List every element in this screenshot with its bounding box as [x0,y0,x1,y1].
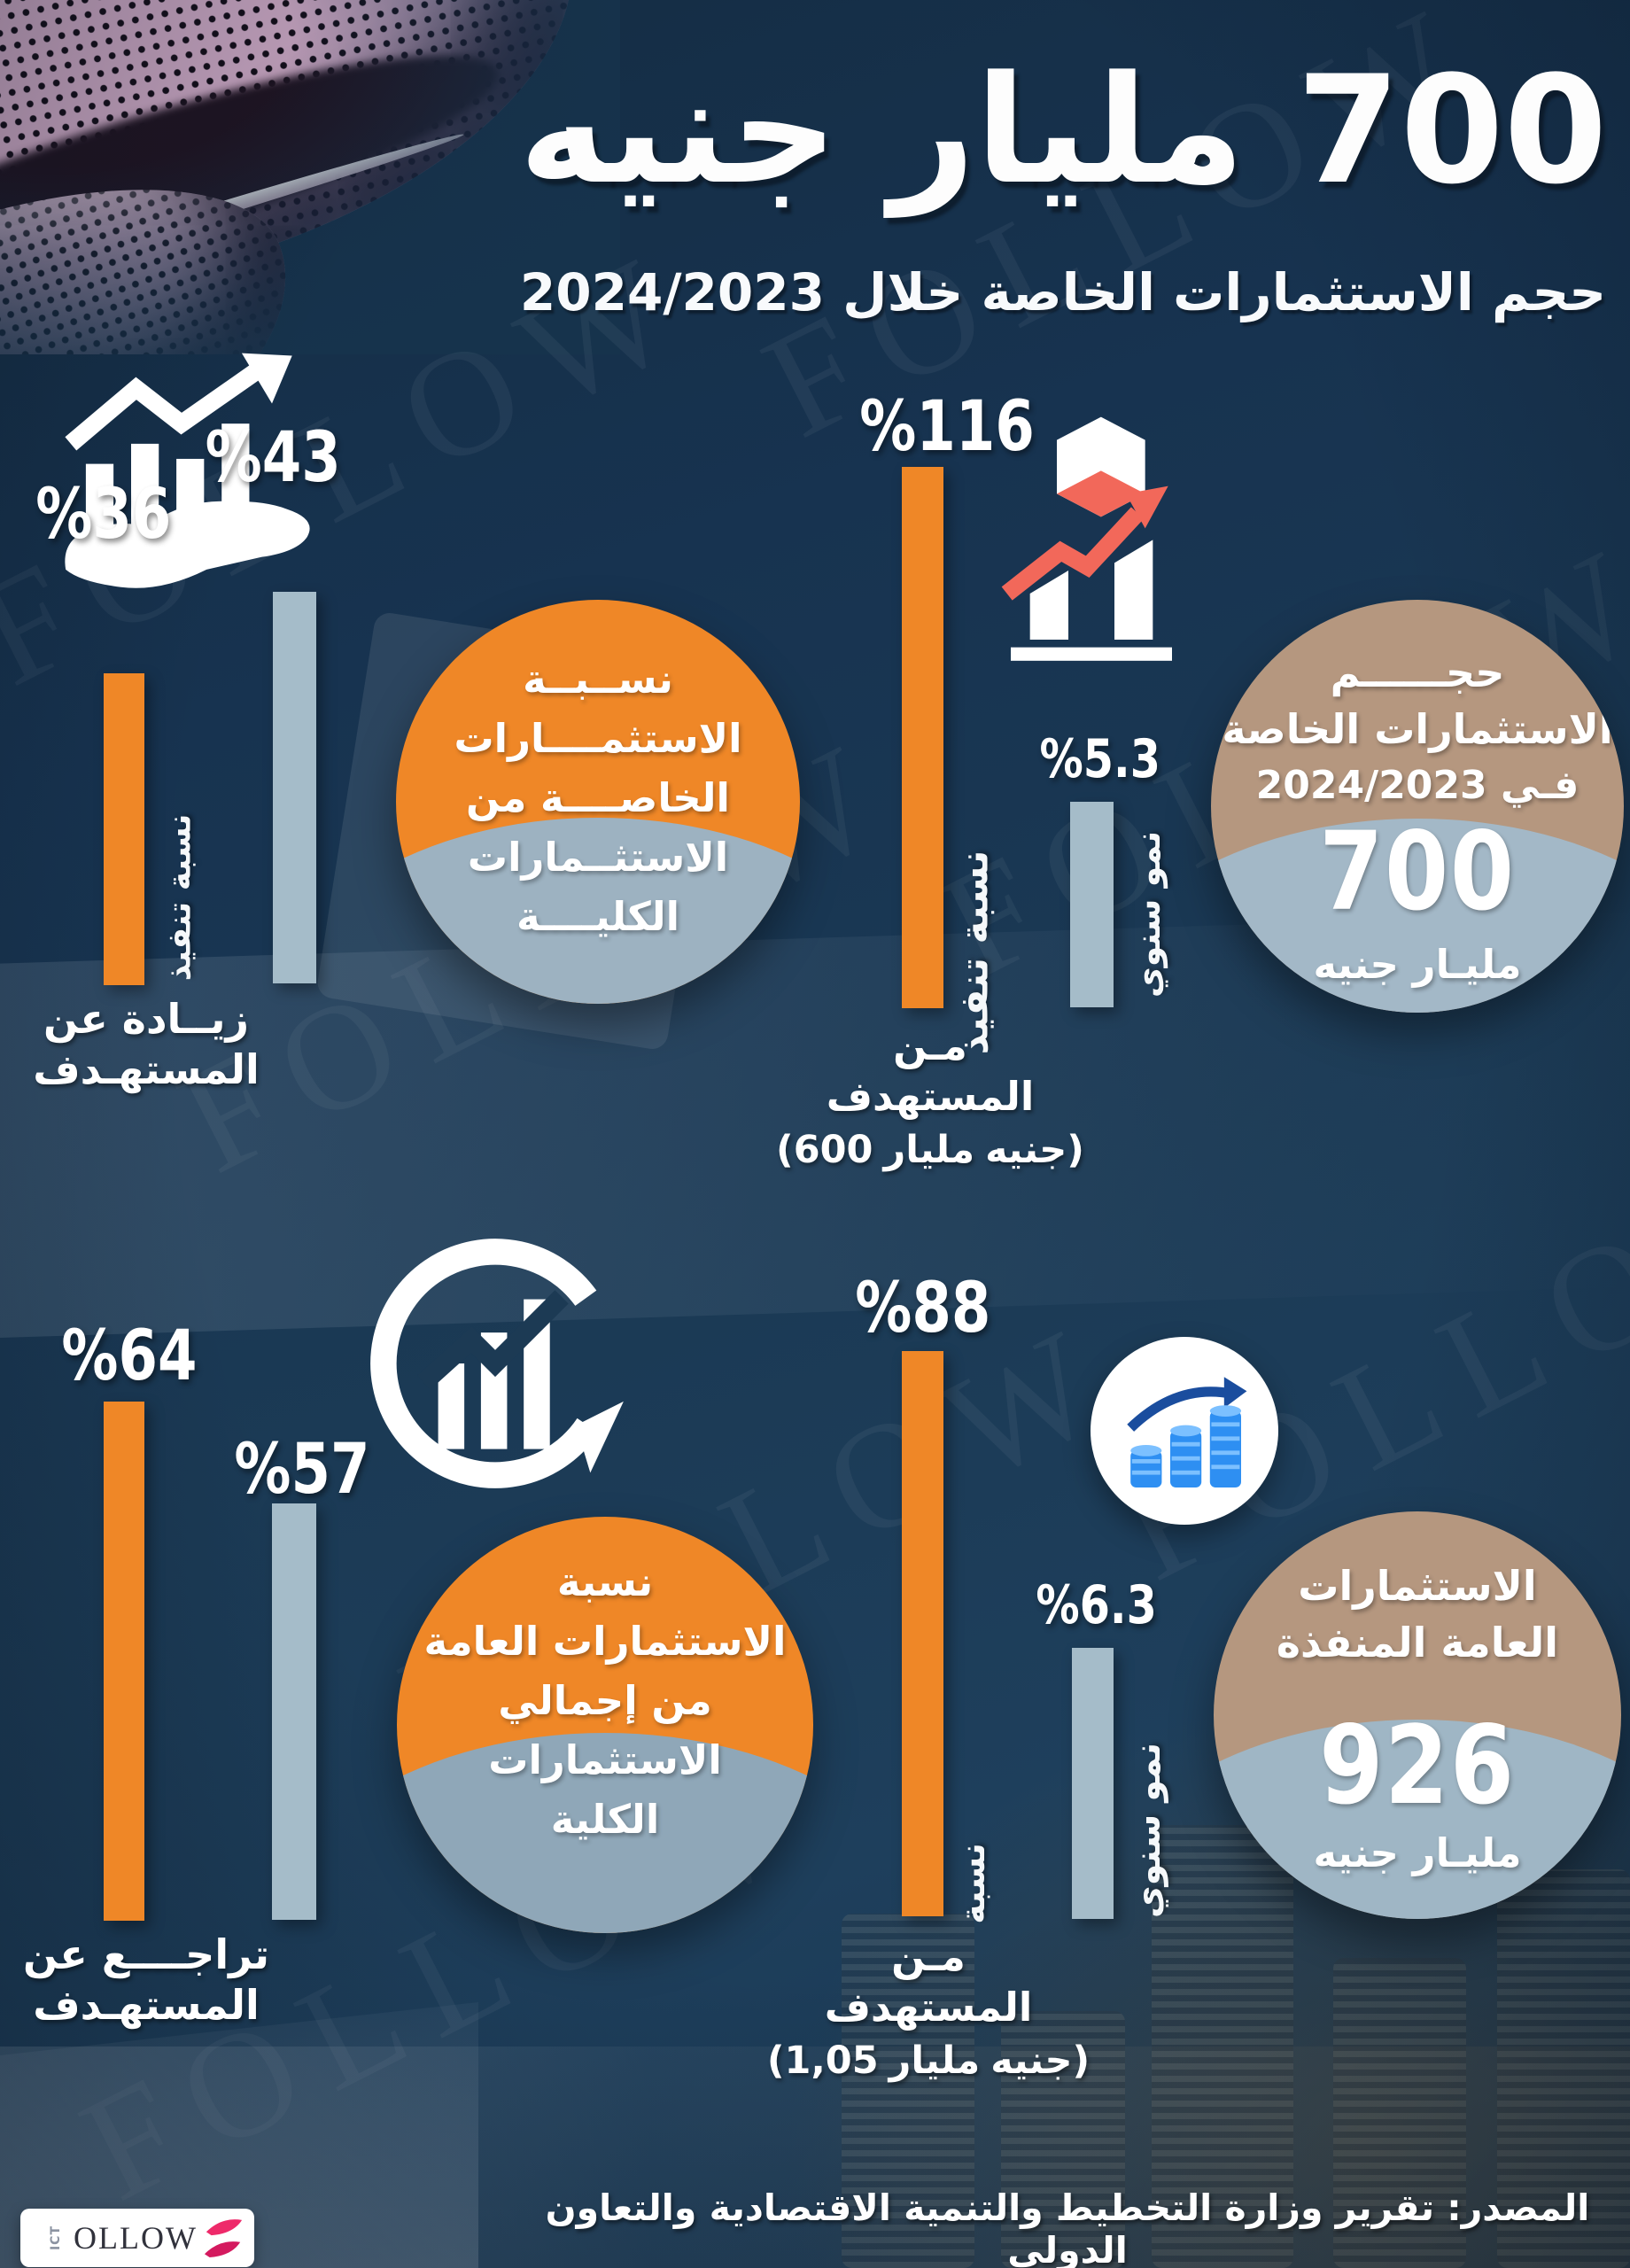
bar-public-57 [272,1503,316,1920]
of-target-600-caption: مـن المستهدف (600 مليار جنيه) [776,1022,1084,1172]
hand-holding-chart-icon [65,353,310,588]
execution-rate-vertical-label: نسبة تنفيذ [951,850,997,1055]
pct-43-label: %43 [205,418,341,498]
circle-private-volume-700: حجــــــم الاستثمارات الخاصة فـي 2024/20… [1211,600,1624,1013]
execution-rate-vertical-label: نسبة تنفيذ [161,813,198,982]
page-title: 700 مليار جنيه [518,43,1608,217]
bar-public-64 [104,1402,144,1921]
microphone-photo [0,0,620,354]
circle-private-share: نســبــة الاستثمــــارات الخاصــــة من ا… [396,600,800,1004]
source-attribution: المصدر: تقرير وزارة التخطيط والتنمية الا… [545,2186,1590,2268]
coin-stack-photo [1497,1869,1630,2268]
bar-annual-growth-5-3 [1070,802,1114,1007]
of-target-1-05-caption: مـن المستهدف (1,05 مليار جنيه) [766,1933,1091,2083]
bar-execution-116 [902,467,943,1008]
cube-growth-chart-icon [1001,416,1172,661]
circular-refresh-chart-icon [370,1239,624,1488]
page-subtitle: حجم الاستثمارات الخاصة خلال 2024/2023 [519,262,1607,322]
annual-growth-vertical-label: نمو سنوي [1128,1742,1168,1919]
coins-growth-icon [1091,1337,1278,1525]
bar-annual-growth-6-3 [1072,1648,1114,1919]
pct-36-label: %36 [35,475,172,555]
bar-private-execution-36 [104,673,144,985]
decline-from-target-caption: تراجــــع عن المستهـدف [23,1930,269,2029]
bar-private-share-43 [273,592,316,983]
logo-wordmark: OLLOW [74,2220,198,2256]
circle-public-share: نسبة الاستثمارات العامة من إجمالي الاستث… [397,1517,813,1933]
logo-ict-label: ICT [49,2225,64,2251]
pct-57-label: %57 [234,1430,370,1510]
bar-execution-88 [902,1351,943,1916]
pct-64-label: %64 [61,1317,198,1396]
pct-116-label: %116 [859,387,1035,467]
coin-stack-photo [1333,1958,1466,2268]
coin-stack-photo [1001,2011,1125,2268]
increase-over-target-caption: زيــادة عن المستهـدف [33,995,260,1093]
coin-stack-photo [842,1914,974,2268]
bottom-photo-band [0,2047,1630,2268]
pct-6-3-label: %6.3 [1036,1574,1157,1636]
rate-vertical-label: نسبة [953,1843,992,1924]
follow-ict-logo: OLLOW ICT [20,2209,254,2267]
annual-growth-vertical-label: نمو سنوي [1129,830,1168,998]
pct-5-3-label: %5.3 [1039,728,1160,790]
circle-public-implemented-926: الاستثمارات العامة المنفذة 926 مليـار جن… [1214,1511,1621,1919]
pct-88-label: %88 [855,1269,991,1348]
logo-f-leaf-icon [204,2219,243,2258]
